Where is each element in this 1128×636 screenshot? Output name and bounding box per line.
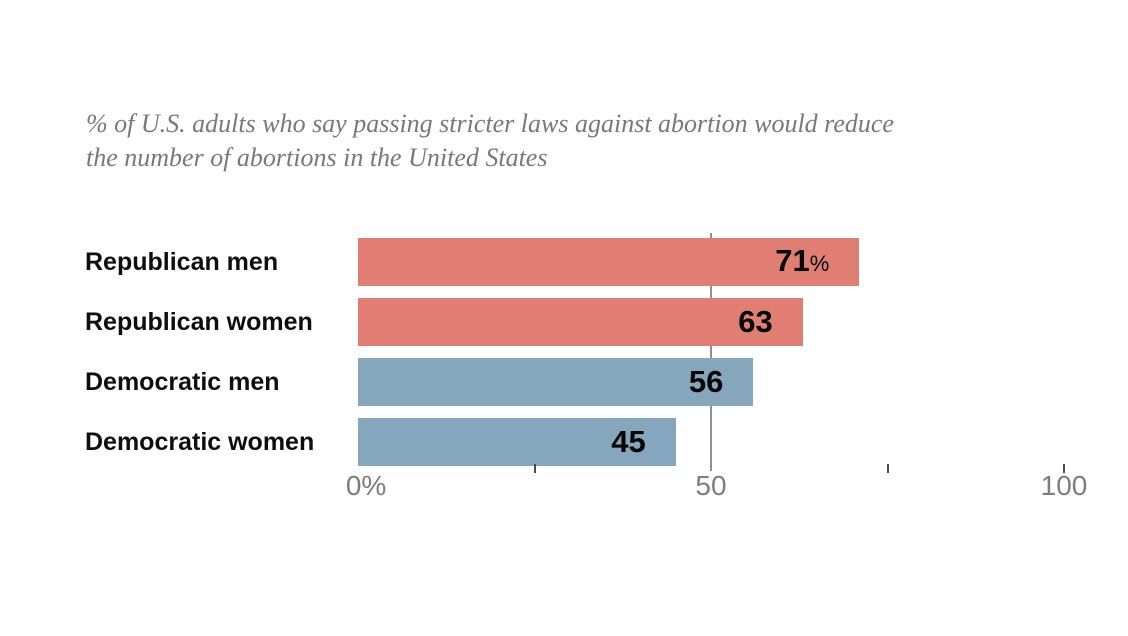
bar-row-democratic-women: Democratic women 45 — [0, 418, 1128, 466]
x-axis-tick-25 — [533, 464, 536, 473]
chart-subtitle-line-1: % of U.S. adults who say passing stricte… — [86, 109, 894, 138]
bar-republican-men: 71% — [358, 238, 860, 286]
x-axis-tick-100 — [1063, 464, 1065, 473]
value-label-democratic-women: 45 — [611, 424, 646, 459]
value-label-democratic-men: 56 — [688, 364, 724, 399]
bar-democratic-men: 56 — [358, 358, 754, 406]
chart-subtitle: % of U.S. adults who say passing stricte… — [86, 107, 894, 175]
category-label-democratic-women: Democratic women — [85, 427, 315, 456]
value-label-republican-men: 71% — [775, 242, 830, 278]
chart-subtitle-line-2: the number of abortions in the United St… — [86, 143, 548, 172]
x-axis-tick-75 — [886, 464, 889, 473]
bar-republican-women: 63 — [358, 298, 803, 346]
category-label-republican-women: Republican women — [85, 307, 313, 336]
bar-row-republican-men: Republican men 71% — [0, 238, 1128, 286]
x-axis-label-0: 0% — [345, 470, 387, 501]
bar-row-republican-women: Republican women 63 — [0, 298, 1128, 346]
category-label-democratic-men: Democratic men — [85, 367, 280, 396]
category-label-republican-men: Republican men — [85, 247, 279, 276]
percent-sign: % — [809, 250, 830, 276]
bar-row-democratic-men: Democratic men 56 — [0, 358, 1128, 406]
gridline-50 — [710, 233, 712, 471]
bar-democratic-women: 45 — [358, 418, 676, 466]
x-axis-label-100: 100 — [1040, 470, 1088, 501]
value-label-republican-women: 63 — [738, 304, 773, 339]
x-axis-label-50: 50 — [695, 470, 727, 501]
